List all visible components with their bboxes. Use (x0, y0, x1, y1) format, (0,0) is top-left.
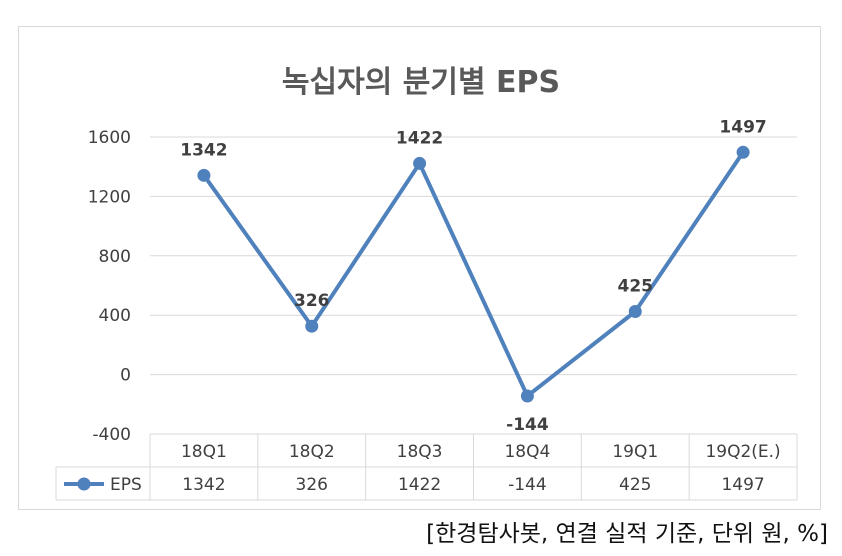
y-tick-label: 1600 (88, 128, 131, 148)
table-value-cell: -144 (508, 475, 547, 495)
data-table: 18Q1 18Q2 18Q3 18Q4 19Q1 19Q2(E.) EPS 1342 326 14… (55, 433, 798, 501)
table-header-cell: 18Q2 (289, 442, 335, 462)
data-label: 1422 (396, 128, 443, 148)
data-point-19q1 (628, 304, 642, 318)
table-header-cell: 18Q3 (397, 442, 443, 462)
y-tick-label: -400 (92, 425, 131, 445)
data-label: 1342 (180, 140, 227, 160)
y-tick-label: 800 (99, 247, 131, 267)
table-header-cell: 19Q2(E.) (705, 442, 780, 462)
table-value-cell: 425 (619, 475, 651, 495)
data-label: -144 (506, 415, 549, 435)
chart-frame (18, 26, 821, 510)
data-point-18q1 (197, 168, 211, 182)
source-note: [한경탐사봇, 연결 실적 기준, 단위 원, %] (426, 521, 828, 547)
table-value-cell: 326 (296, 475, 328, 495)
table-header-cell: 18Q1 (181, 442, 227, 462)
series-line-eps (202, 151, 745, 398)
table-value-cell: 1497 (721, 475, 764, 495)
y-tick-label: 0 (120, 366, 131, 386)
table-header-cell: 18Q4 (504, 442, 550, 462)
data-point-18q3 (413, 156, 427, 170)
data-point-18q2 (305, 319, 319, 333)
data-point-18q4 (520, 389, 534, 403)
data-point-19q2e (736, 145, 750, 159)
gridlines (150, 136, 797, 435)
table-value-cell: 1422 (398, 475, 441, 495)
legend-label: EPS (110, 475, 142, 495)
y-axis: -400 0 400 800 1200 1600 (88, 128, 131, 445)
table-header-cell: 19Q1 (612, 442, 658, 462)
data-labels: 1342 326 1422 -144 425 1497 (180, 117, 766, 435)
y-tick-label: 400 (99, 306, 131, 326)
data-label: 1497 (719, 117, 766, 137)
y-tick-label: 1200 (88, 187, 131, 207)
data-label: 326 (294, 291, 330, 311)
table-value-cell: 1342 (182, 475, 225, 495)
legend-marker-key (77, 477, 91, 491)
chart-title: 녹십자의 분기별 EPS (282, 65, 560, 100)
data-label: 425 (618, 276, 654, 296)
series-eps (197, 145, 750, 403)
